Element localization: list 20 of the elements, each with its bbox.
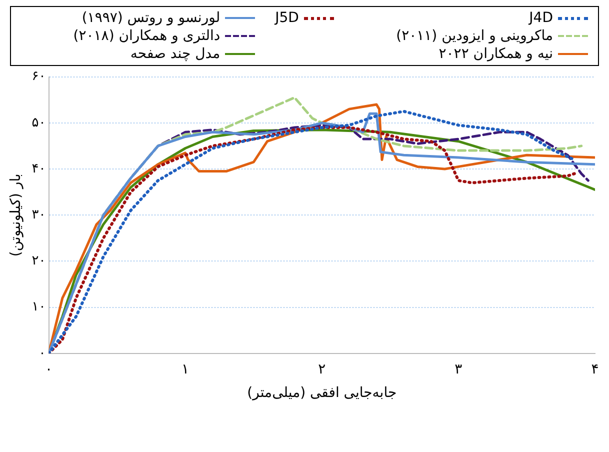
- x-tick-label: ۲: [318, 361, 326, 378]
- legend-label: J5D: [275, 10, 299, 26]
- x-axis-title: جابه‌جایی افقی (میلی‌متر): [247, 385, 397, 402]
- legend-label: مدل چند صفحه: [130, 46, 220, 62]
- y-tick-label: ۵۰: [32, 115, 46, 130]
- legend-label: نیه و همکاران ۲۰۲۲: [438, 46, 553, 62]
- y-tick-label: ۴۰: [32, 161, 46, 176]
- x-tick-label: ۱: [182, 361, 190, 378]
- legend-label: J4D: [529, 10, 553, 26]
- legend-label: لورنسو و روتس (۱۹۹۷): [82, 10, 220, 26]
- y-tick-label: ۳۰: [32, 207, 46, 222]
- y-tick-label: ۶۰: [32, 69, 46, 84]
- x-tick-label: ۳: [454, 361, 463, 378]
- legend-label: ماکروینی و ایزودین (۲۰۱۱): [396, 28, 553, 44]
- y-tick-label: ۲۰: [32, 254, 46, 269]
- y-axis-title: بار (کیلونیوتن): [8, 174, 24, 257]
- x-tick-label: ۴: [591, 361, 599, 378]
- y-tick-label: ۰: [38, 346, 46, 361]
- y-tick-label: ۱۰: [32, 300, 46, 315]
- legend-label: دالتری و همکاران (۲۰۱۸): [73, 28, 220, 44]
